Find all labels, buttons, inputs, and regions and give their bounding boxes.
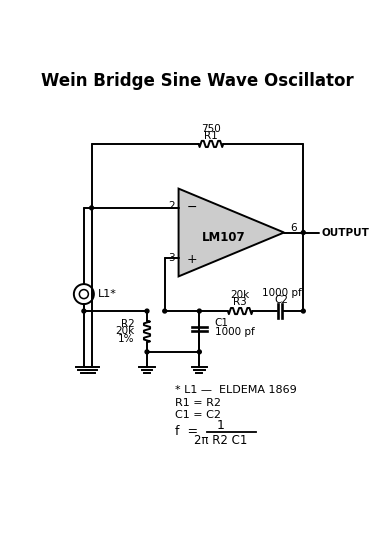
- Text: R3: R3: [233, 297, 247, 307]
- Text: L1*: L1*: [98, 289, 117, 299]
- Circle shape: [198, 309, 201, 313]
- Circle shape: [301, 309, 305, 313]
- Text: R2: R2: [121, 319, 135, 329]
- Text: 750: 750: [201, 124, 221, 134]
- Text: * L1 —  ELDEMA 1869: * L1 — ELDEMA 1869: [175, 386, 296, 396]
- Circle shape: [145, 309, 149, 313]
- Text: R1 = R2: R1 = R2: [175, 398, 221, 408]
- Circle shape: [198, 350, 201, 354]
- Text: 20k: 20k: [230, 290, 250, 300]
- Circle shape: [301, 230, 305, 234]
- Text: f  =: f =: [175, 425, 198, 439]
- Text: 1000 pf: 1000 pf: [215, 327, 254, 337]
- Text: 6: 6: [290, 223, 297, 233]
- Text: +: +: [186, 253, 197, 266]
- Text: C2: C2: [275, 295, 289, 305]
- Circle shape: [145, 350, 149, 354]
- Text: OUTPUT: OUTPUT: [322, 228, 370, 238]
- Text: R1: R1: [204, 131, 218, 141]
- Text: 1%: 1%: [118, 334, 135, 344]
- Text: C1: C1: [215, 318, 229, 328]
- Text: 20k: 20k: [115, 326, 135, 336]
- Text: 1: 1: [217, 418, 225, 431]
- Text: 2: 2: [168, 201, 175, 211]
- Circle shape: [90, 206, 93, 210]
- Polygon shape: [179, 189, 284, 276]
- Text: 3: 3: [168, 253, 175, 263]
- Text: 2π R2 C1: 2π R2 C1: [194, 434, 247, 447]
- Text: LM107: LM107: [201, 232, 245, 244]
- Text: Wein Bridge Sine Wave Oscillator: Wein Bridge Sine Wave Oscillator: [41, 72, 354, 90]
- Circle shape: [163, 309, 167, 313]
- Text: C1 = C2: C1 = C2: [175, 410, 221, 420]
- Circle shape: [82, 309, 86, 313]
- Text: −: −: [186, 201, 197, 214]
- Text: 1000 pf: 1000 pf: [262, 288, 301, 299]
